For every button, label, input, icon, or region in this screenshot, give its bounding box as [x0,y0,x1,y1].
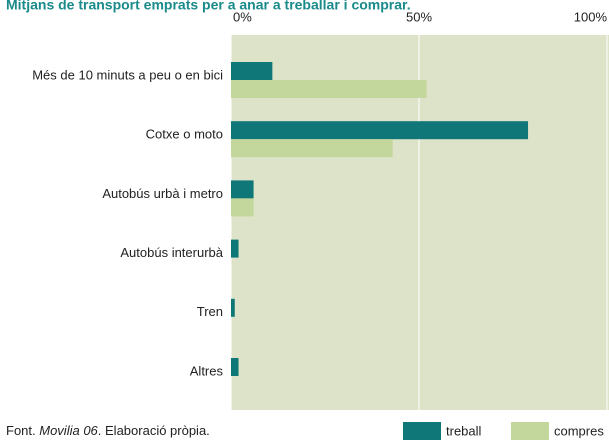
x-tick-label: 100% [574,9,608,24]
legend-label: compres [554,423,604,438]
chart-title: Mitjans de transport emprats per a anar … [6,0,411,13]
bar [231,121,529,140]
source-italic: Movilia 06 [39,423,98,438]
x-tick-label: 0% [233,9,252,24]
y-tick-label: Altres [190,363,224,378]
source-prefix: Font. [6,423,39,438]
bar [231,139,393,158]
x-tick-label: 50% [406,9,432,24]
bar [231,358,239,376]
legend-swatch [511,422,549,440]
y-tick-label: Més de 10 minuts a peu o en bici [32,67,223,82]
bar [231,198,254,217]
bar [231,298,235,317]
bar [231,80,427,98]
y-tick-label: Cotxe o moto [146,127,223,142]
bar [231,180,254,199]
legend-label: treball [446,423,482,438]
source-suffix: . Elaboració pròpia. [98,423,210,438]
bar [231,62,273,80]
y-tick-label: Tren [197,304,223,319]
bar [231,239,239,258]
legend-swatch [403,422,441,440]
y-tick-label: Autobús interurbà [120,245,223,260]
y-tick-label: Autobús urbà i metro [102,186,223,201]
source-note: Font. Movilia 06. Elaboració pròpia. [6,423,210,438]
